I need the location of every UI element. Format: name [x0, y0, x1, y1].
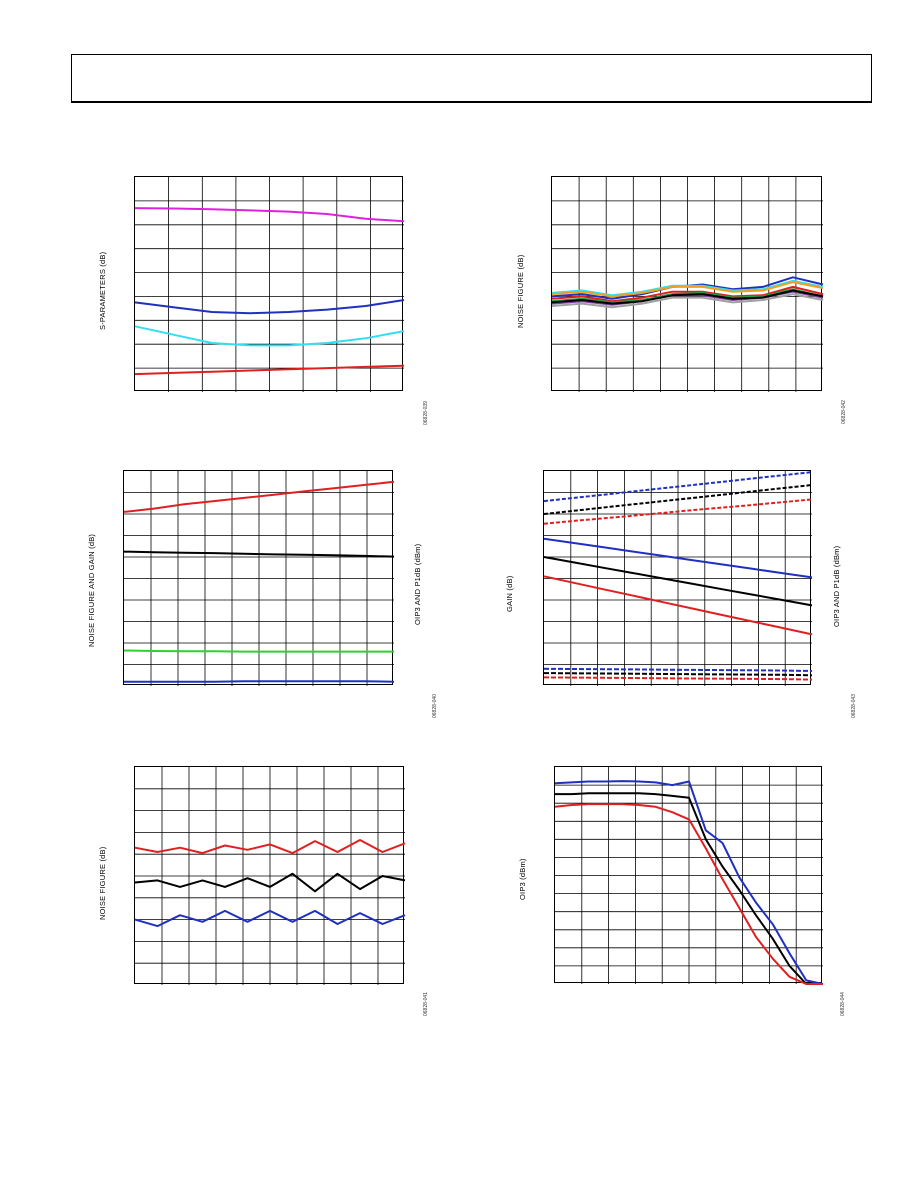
- series-line-4: [551, 288, 824, 304]
- chart-noise-figure-spread: [551, 176, 824, 392]
- series-line-2: [554, 803, 823, 985]
- series-line-8: [543, 676, 813, 681]
- series-line-5: [543, 575, 813, 636]
- series-line-1: [555, 792, 823, 985]
- chart-plot-area: [123, 471, 395, 686]
- series-line-3: [551, 285, 824, 303]
- chart-plot-area: [543, 471, 813, 686]
- figure-number: 06828-041: [423, 992, 429, 1016]
- series-line-1: [551, 279, 824, 297]
- series-line-3: [134, 364, 405, 376]
- series-line-2: [134, 325, 405, 347]
- y-axis-label: GAIN (dB): [505, 575, 514, 612]
- series-line-6: [551, 289, 824, 305]
- figure-number: 06828-042: [841, 400, 847, 424]
- figure-number: 06828-044: [840, 992, 846, 1016]
- y-axis-label: NOISE FIGURE (dB): [516, 254, 525, 328]
- series-line-3: [543, 537, 813, 579]
- series-line-2: [551, 281, 824, 298]
- chart-plot-area: [134, 767, 406, 985]
- series-line-2: [543, 498, 813, 525]
- series-line-0: [543, 471, 813, 503]
- y-axis-label: S-PARAMETERS (dB): [98, 251, 107, 330]
- y-axis-label: NOISE FIGURE (dB): [98, 846, 107, 920]
- series-line-1: [543, 484, 813, 515]
- figure-number: 06828-040: [432, 694, 438, 718]
- series-line-7: [551, 293, 824, 309]
- chart-gain-oip3: [543, 470, 813, 686]
- series-line-0: [134, 207, 405, 223]
- chart-plot-area: [134, 177, 405, 392]
- y2-axis-label: OIP3 AND P1dB (dBm): [832, 545, 841, 627]
- figure-number: 06828-043: [851, 694, 857, 718]
- chart-plot-area: [554, 767, 824, 985]
- series-line-0: [554, 780, 824, 985]
- y-axis-label: OIP3 (dBm): [518, 858, 527, 900]
- chart-noise-figure-temps: [134, 766, 406, 985]
- series-line-0: [123, 480, 395, 513]
- figure-number: 06828-039: [423, 401, 429, 425]
- series-line-1: [134, 299, 405, 315]
- y-axis-label: NOISE FIGURE AND GAIN (dB): [87, 533, 96, 647]
- chart-noise-figure-gain: [123, 470, 395, 686]
- series-line-1: [123, 550, 395, 558]
- chart-s-parameters: [134, 176, 405, 392]
- series-line-7: [543, 672, 813, 677]
- y2-axis-label: OIP3 AND P1dB (dBm): [413, 543, 422, 625]
- series-line-2: [134, 909, 406, 928]
- series-line-4: [543, 556, 813, 607]
- page-header-box: [71, 54, 872, 103]
- series-line-2: [123, 649, 394, 653]
- chart-plot-area: [551, 177, 824, 392]
- series-line-6: [543, 667, 813, 672]
- series-line-1: [134, 872, 406, 893]
- series-line-0: [134, 839, 406, 855]
- chart-oip3: [554, 766, 824, 985]
